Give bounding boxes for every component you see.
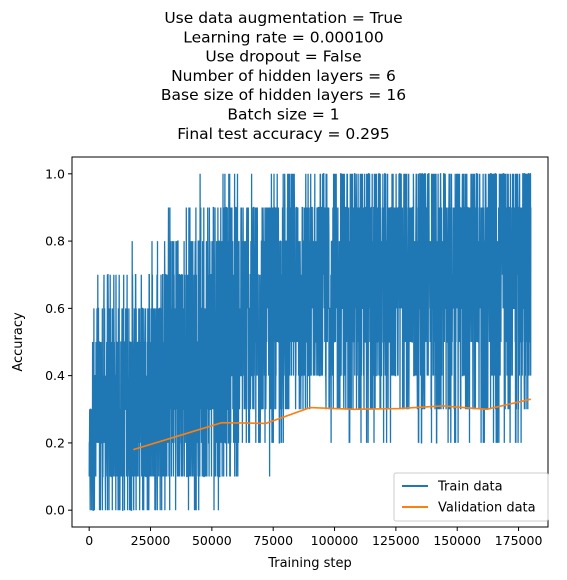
x-tick-label: 25000 [131, 533, 171, 548]
legend-label-validation: Validation data [438, 501, 536, 516]
validation-data-line [133, 398, 531, 451]
y-tick-label: 0.4 [45, 368, 65, 383]
legend: Train data Validation data [393, 472, 549, 522]
y-tick-label: 0.0 [45, 503, 65, 518]
x-tick-label: 75000 [253, 533, 293, 548]
x-axis: 0 25000 50000 75000 100000 125000 150000 175000 [85, 527, 542, 548]
y-tick-label: 0.8 [45, 234, 65, 249]
title-line: Use data augmentation = True [164, 9, 402, 27]
series-train-data [88, 173, 532, 511]
title-line: Final test accuracy = 0.295 [177, 125, 390, 143]
series-validation-data [133, 398, 531, 451]
x-tick-label: 100000 [311, 533, 359, 548]
y-axis-label: Accuracy [11, 312, 26, 372]
title-line: Base size of hidden layers = 16 [161, 86, 406, 104]
x-tick-label: 125000 [372, 533, 420, 548]
x-tick-label: 150000 [433, 533, 481, 548]
title-line: Learning rate = 0.000100 [183, 28, 384, 46]
y-tick-label: 0.2 [45, 435, 65, 450]
y-tick-label: 1.0 [45, 166, 65, 181]
x-tick-label: 175000 [495, 533, 543, 548]
title-line: Batch size = 1 [227, 106, 339, 124]
x-tick-label: 50000 [192, 533, 232, 548]
title-line: Number of hidden layers = 6 [171, 67, 396, 85]
legend-label-train: Train data [437, 480, 503, 495]
y-axis: 0.0 0.2 0.4 0.6 0.8 1.0 [45, 166, 72, 518]
train-data-line [88, 173, 532, 511]
plot-area [71, 156, 549, 528]
legend-box [393, 472, 549, 522]
x-tick-label: 0 [85, 533, 93, 548]
y-tick-label: 0.6 [45, 301, 65, 316]
title-line: Use dropout = False [205, 48, 361, 66]
plot-frame [71, 156, 549, 528]
x-axis-label: Training step [267, 556, 352, 571]
